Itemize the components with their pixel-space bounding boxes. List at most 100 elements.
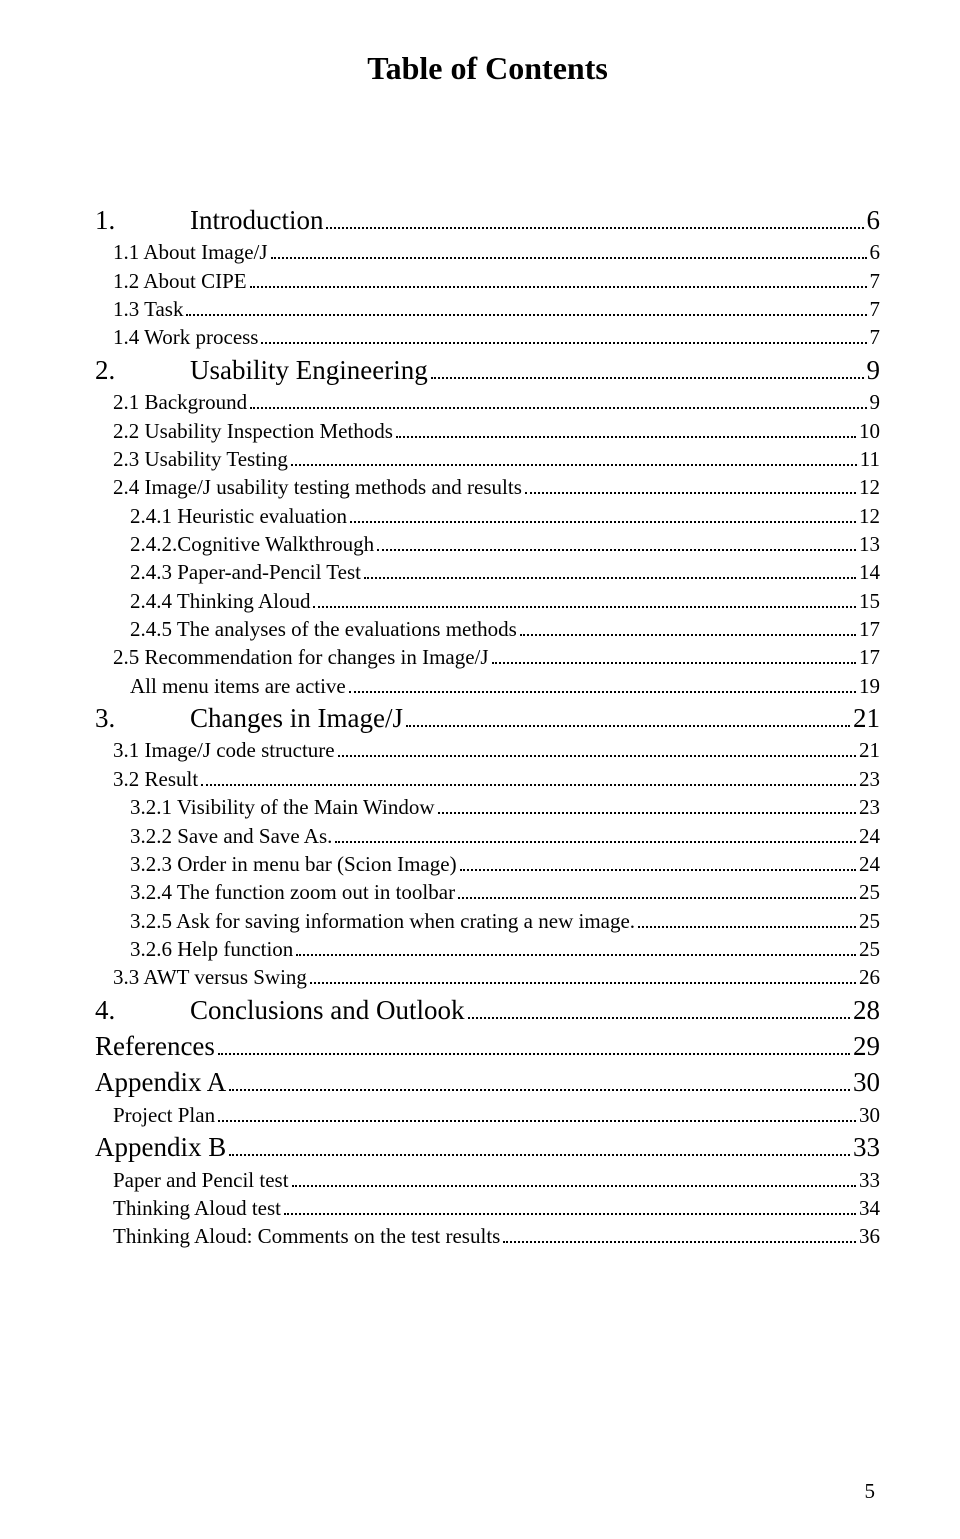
toc-entry: 2.4.5 The analyses of the evaluations me… bbox=[95, 615, 880, 643]
page-number: 5 bbox=[865, 1479, 876, 1504]
toc-dot-leader bbox=[525, 480, 856, 495]
toc-entry-page: 6 bbox=[870, 238, 881, 266]
toc-entry-page: 25 bbox=[859, 935, 880, 963]
toc-entry: 3.1 Image/J code structure21 bbox=[95, 736, 880, 764]
toc-entry-page: 10 bbox=[859, 417, 880, 445]
toc-entry-page: 23 bbox=[859, 765, 880, 793]
toc-entry-label: 2.4.1 Heuristic evaluation bbox=[130, 502, 347, 530]
toc-entry: Appendix B33 bbox=[95, 1129, 880, 1165]
toc-entry-label: 2.2 Usability Inspection Methods bbox=[113, 417, 393, 445]
toc-entry-page: 9 bbox=[867, 352, 881, 388]
toc-entry-label: 1.3 Task bbox=[113, 295, 183, 323]
toc-entry: 3.2.3 Order in menu bar (Scion Image)24 bbox=[95, 850, 880, 878]
toc-entry-label: 2.4.3 Paper-and-Pencil Test bbox=[130, 558, 361, 586]
toc-entry-page: 17 bbox=[859, 643, 880, 671]
toc-dot-leader bbox=[218, 1107, 856, 1122]
toc-entry-page: 33 bbox=[853, 1129, 880, 1165]
toc-entry-label: 3.2.2 Save and Save As. bbox=[130, 822, 332, 850]
toc-entry-number: 1. bbox=[95, 202, 190, 238]
toc-entry-label: Project Plan bbox=[113, 1101, 215, 1129]
toc-entry-page: 33 bbox=[859, 1166, 880, 1194]
toc-entry-label: Conclusions and Outlook bbox=[190, 992, 465, 1028]
toc-entry-number: 3. bbox=[95, 700, 190, 736]
toc-entry: 3.2.2 Save and Save As. 24 bbox=[95, 822, 880, 850]
toc-entry: 1.1 About Image/J 6 bbox=[95, 238, 880, 266]
toc-entry-page: 21 bbox=[859, 736, 880, 764]
toc-dot-leader bbox=[229, 1073, 850, 1091]
toc-entry-page: 13 bbox=[859, 530, 880, 558]
toc-dot-leader bbox=[350, 508, 856, 523]
toc-dot-leader bbox=[310, 970, 856, 985]
toc-dot-leader bbox=[460, 856, 856, 871]
toc-dot-leader bbox=[271, 245, 867, 260]
toc-entry-label: 3.2.4 The function zoom out in toolbar bbox=[130, 878, 455, 906]
toc-entry-label: 3.2.6 Help function bbox=[130, 935, 293, 963]
toc-entry-label: Thinking Aloud: Comments on the test res… bbox=[113, 1222, 500, 1250]
toc-entry-label: 3.2 Result bbox=[113, 765, 198, 793]
toc-entry-page: 11 bbox=[860, 445, 880, 473]
toc-dot-leader bbox=[291, 451, 857, 466]
toc-entry: 2.Usability Engineering 9 bbox=[95, 352, 880, 388]
toc-dot-leader bbox=[250, 273, 867, 288]
toc-dot-leader bbox=[250, 395, 866, 410]
toc-dot-leader bbox=[261, 330, 866, 345]
toc-entry: 1.3 Task7 bbox=[95, 295, 880, 323]
toc-entry: 3.2.6 Help function 25 bbox=[95, 935, 880, 963]
toc-dot-leader bbox=[229, 1138, 850, 1156]
toc-dot-leader bbox=[349, 678, 856, 693]
toc-dot-leader bbox=[492, 650, 856, 665]
toc-dot-leader bbox=[218, 1037, 850, 1055]
toc-entry: 2.5 Recommendation for changes in Image/… bbox=[95, 643, 880, 671]
toc-entry-label: Introduction bbox=[190, 202, 323, 238]
toc-dot-leader bbox=[503, 1229, 856, 1244]
toc-entry: Thinking Aloud: Comments on the test res… bbox=[95, 1222, 880, 1250]
toc-entry-label: Appendix A bbox=[95, 1064, 226, 1100]
toc-entry-label: All menu items are active bbox=[130, 672, 346, 700]
toc-entry-page: 36 bbox=[859, 1222, 880, 1250]
toc-entry: 2.1 Background 9 bbox=[95, 388, 880, 416]
toc-entry-page: 26 bbox=[859, 963, 880, 991]
toc-dot-leader bbox=[338, 743, 856, 758]
toc-entry: Appendix A30 bbox=[95, 1064, 880, 1100]
toc-entry-page: 12 bbox=[859, 473, 880, 501]
toc-entry: 3.2.5 Ask for saving information when cr… bbox=[95, 907, 880, 935]
toc-entry-label: 2.4.4 Thinking Aloud bbox=[130, 587, 310, 615]
toc-entry: 2.4.4 Thinking Aloud15 bbox=[95, 587, 880, 615]
toc-entry-page: 19 bbox=[859, 672, 880, 700]
toc-dot-leader bbox=[520, 621, 856, 636]
toc-dot-leader bbox=[377, 536, 856, 551]
toc-entry-label: 1.1 About Image/J bbox=[113, 238, 268, 266]
toc-entry-label: 1.2 About CIPE bbox=[113, 267, 247, 295]
toc-dot-leader bbox=[396, 423, 856, 438]
toc-entry-page: 12 bbox=[859, 502, 880, 530]
toc-entry-label: Usability Engineering bbox=[190, 352, 428, 388]
toc-entry-label: 2.4.5 The analyses of the evaluations me… bbox=[130, 615, 517, 643]
toc-entry: 1.Introduction6 bbox=[95, 202, 880, 238]
toc-entry: 2.3 Usability Testing 11 bbox=[95, 445, 880, 473]
toc-entry-number: 2. bbox=[95, 352, 190, 388]
toc-entry-page: 25 bbox=[859, 907, 880, 935]
toc-entry-page: 24 bbox=[859, 822, 880, 850]
toc-entry-label: 2.4.2.Cognitive Walkthrough bbox=[130, 530, 374, 558]
toc-entry: 2.4.3 Paper-and-Pencil Test14 bbox=[95, 558, 880, 586]
toc-entry: 3.2 Result 23 bbox=[95, 765, 880, 793]
toc-dot-leader bbox=[438, 800, 856, 815]
toc-entry-label: 2.3 Usability Testing bbox=[113, 445, 288, 473]
toc-entry-page: 17 bbox=[859, 615, 880, 643]
toc-entry-label: Thinking Aloud test bbox=[113, 1194, 281, 1222]
toc-entry-label: 2.1 Background bbox=[113, 388, 247, 416]
toc-entry-page: 9 bbox=[870, 388, 881, 416]
toc-entry: 2.2 Usability Inspection Methods 10 bbox=[95, 417, 880, 445]
toc-entry: Project Plan30 bbox=[95, 1101, 880, 1129]
toc-entry-page: 28 bbox=[853, 992, 880, 1028]
toc-entry-label: 3.2.1 Visibility of the Main Window bbox=[130, 793, 435, 821]
toc-entry: 3.2.4 The function zoom out in toolbar25 bbox=[95, 878, 880, 906]
toc-dot-leader bbox=[313, 593, 856, 608]
toc-entry-label: Changes in Image/J bbox=[190, 700, 403, 736]
toc-dot-leader bbox=[458, 885, 856, 900]
toc-entry: 2.4.1 Heuristic evaluation 12 bbox=[95, 502, 880, 530]
toc-dot-leader bbox=[638, 913, 856, 928]
toc-entry-label: 2.4 Image/J usability testing methods an… bbox=[113, 473, 522, 501]
toc-dot-leader bbox=[364, 565, 856, 580]
toc-entry: 2.4.2.Cognitive Walkthrough 13 bbox=[95, 530, 880, 558]
